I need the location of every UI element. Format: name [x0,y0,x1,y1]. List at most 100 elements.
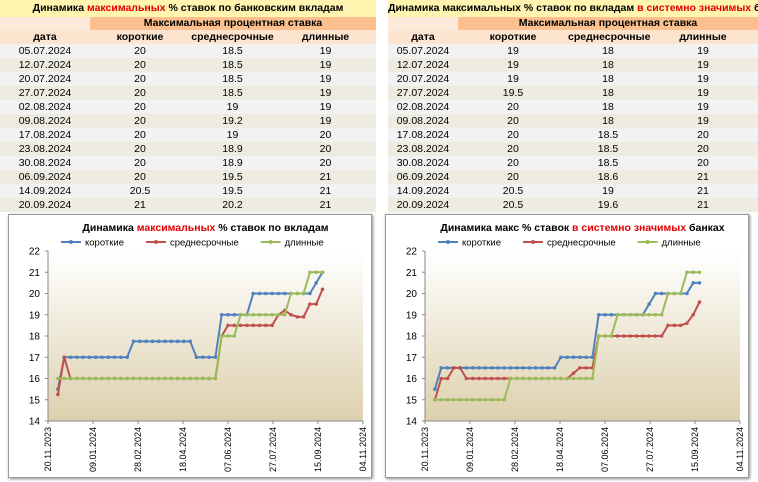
column-header: дата [33,31,57,43]
legend-label: среднесрочные [547,238,616,249]
table-cell: 20.07.2024 [18,73,72,85]
y-tick-label: 18 [29,332,41,343]
table: Динамика максимальных % ставок по банков… [0,0,376,212]
table-cell: 18 [602,45,614,57]
table-cell: 20 [507,171,519,183]
point [458,366,462,370]
point [641,334,645,338]
point [678,323,683,328]
legend-label: длинные [285,238,324,249]
chart: Динамика максимальных % ставок по вклада… [29,222,368,472]
table-cell: 27.07.2024 [396,87,450,99]
table-cell: 20 [134,129,146,141]
table-cell: 18 [602,73,614,85]
y-tick-label: 14 [406,417,418,428]
title-part: в системно значимых [637,2,752,14]
point [314,270,319,275]
column-header-row [388,30,758,44]
table-cell: 19 [226,101,239,113]
point [295,291,300,296]
point [150,376,155,381]
table-row [388,86,758,100]
table-row [0,72,376,86]
table-cell: 19 [697,87,709,99]
y-tick-label: 20 [29,289,41,300]
table: Динамика максимальных % ставок по вклада… [388,0,758,212]
point [56,376,60,381]
point [470,376,475,381]
chart-title: Динамика макс % ставок в системно значим… [440,222,724,234]
point [433,397,437,402]
table-cell: 20 [319,129,332,141]
table-cell: 23.08.2024 [396,143,450,155]
table-row [388,100,758,114]
point [515,366,519,370]
y-tick-label: 17 [406,353,418,364]
table-cell: 19 [697,115,709,127]
point [565,355,569,360]
table-row [388,128,758,142]
point [238,312,243,317]
table-cell: 19 [697,73,709,85]
point [622,334,626,338]
point [584,366,588,370]
point [439,397,443,402]
column-header: короткие [116,31,164,43]
table-cell: 18.5 [222,73,243,85]
table-cell: 18.5 [597,157,619,169]
table-cell: 17.08.2024 [396,129,450,141]
table-cell: 18.5 [222,45,243,57]
table-cell: 09.08.2024 [18,115,72,127]
point [647,302,651,306]
point [264,291,268,296]
point [452,366,456,370]
table-cell: 21 [134,199,146,211]
point [320,270,325,275]
point [496,366,500,370]
point [131,376,136,381]
point [540,376,544,381]
point [219,312,224,317]
table-cell: 18 [602,87,614,99]
point [81,355,85,360]
table-cell: 12.07.2024 [396,59,450,71]
point [213,355,218,360]
point [93,376,98,381]
table-cell: 20 [507,115,519,127]
y-tick-label: 22 [29,247,41,258]
point [257,312,262,317]
table-cell: 19.5 [222,171,243,183]
table-cell: 19 [507,59,519,71]
column-header: длинные [679,31,727,43]
point [540,366,544,370]
point [207,355,211,360]
point [314,281,319,285]
point [452,397,456,402]
table-row [388,184,758,198]
point [546,376,551,381]
y-tick-label: 17 [29,353,41,364]
x-tick-label: 18.04.2024 [178,427,188,472]
point [226,334,230,338]
chart-title: Динамика максимальных % ставок по вклада… [82,222,328,234]
point [93,355,98,360]
point [590,355,595,360]
table-cell: 06.09.2024 [396,171,450,183]
point [584,376,588,381]
point [590,376,595,381]
point [615,334,620,338]
title-part: % ставок по банковским вкладам [165,2,344,14]
table-cell: 20 [319,143,332,155]
legend-marker [154,240,159,244]
point [81,376,85,381]
point [697,270,702,275]
table-cell: 20 [134,73,146,85]
table-row [388,142,758,156]
x-tick-label: 09.01.2024 [88,427,98,472]
table-cell: 20 [134,45,146,57]
x-tick-label: 20.11.2023 [43,427,53,471]
plot-area [48,251,363,421]
point [270,312,274,317]
point [628,334,632,338]
point [445,366,450,370]
